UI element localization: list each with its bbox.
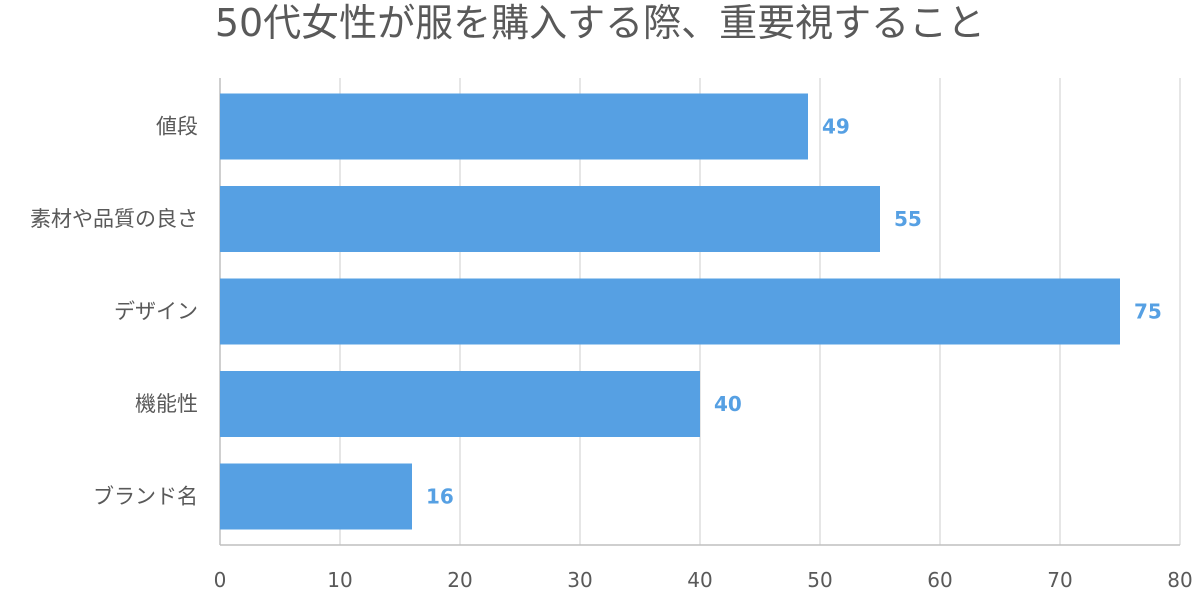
chart-title: 50代女性が服を購入する際、重要視すること [215, 1, 985, 45]
category-label: ブランド名 [93, 485, 198, 509]
x-tick-label: 40 [687, 568, 712, 592]
x-tick-label: 60 [927, 568, 952, 592]
category-label: 素材や品質の良さ [30, 207, 198, 231]
bar-2 [220, 186, 880, 252]
x-tick-labels: 0 10 20 30 40 50 60 70 80 [214, 568, 1193, 592]
bar-5 [220, 463, 412, 530]
x-tick-label: 70 [1047, 568, 1072, 592]
bar-4 [220, 371, 700, 437]
data-label: 75 [1134, 300, 1162, 324]
category-label: 機能性 [135, 392, 198, 416]
data-label: 16 [426, 485, 454, 509]
x-tick-label: 20 [447, 568, 472, 592]
x-tick-label: 30 [567, 568, 592, 592]
data-label: 40 [714, 392, 742, 416]
bar-3 [220, 278, 1120, 345]
data-label: 55 [894, 207, 922, 231]
category-label: デザイン [114, 300, 198, 324]
data-label: 49 [822, 115, 850, 139]
data-labels: 49 55 75 40 16 [426, 115, 1162, 509]
x-tick-label: 10 [327, 568, 352, 592]
x-tick-label: 50 [807, 568, 832, 592]
category-label: 値段 [156, 115, 198, 139]
x-tick-label: 80 [1167, 568, 1192, 592]
bar-1 [220, 93, 808, 160]
x-tick-label: 0 [214, 568, 227, 592]
bars [220, 93, 1120, 530]
